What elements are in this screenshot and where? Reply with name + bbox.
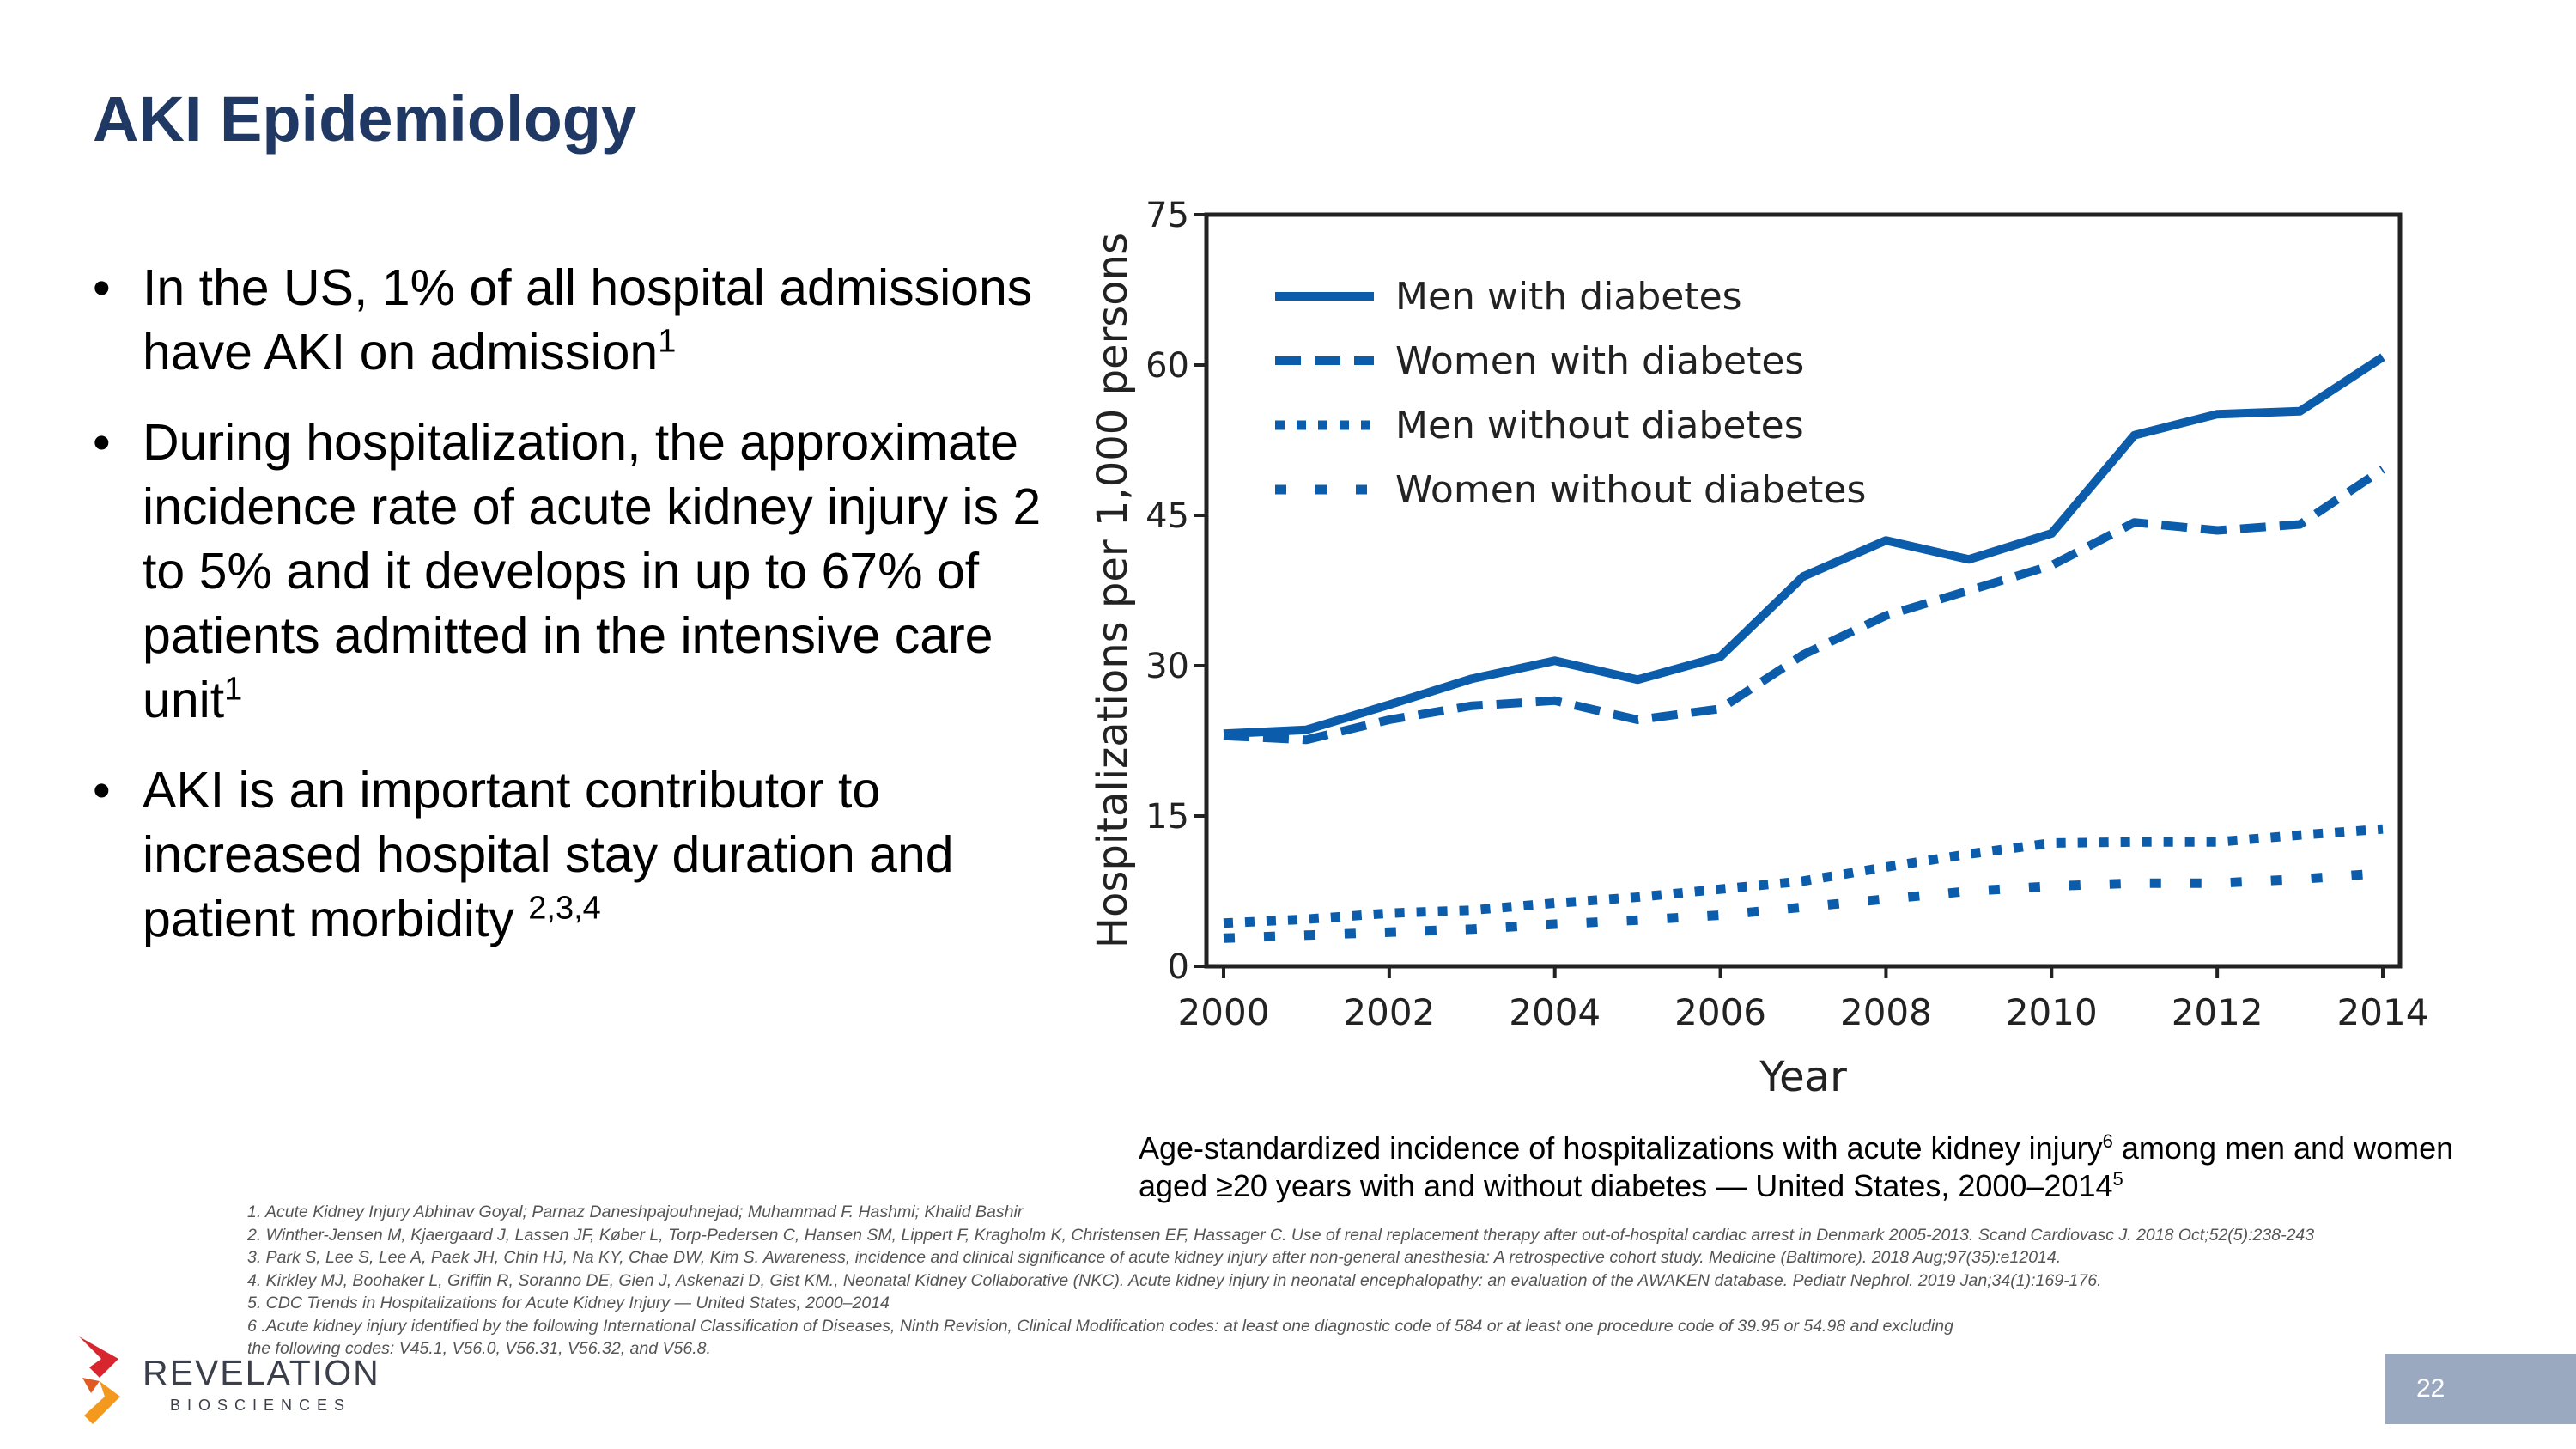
reference-item: 2. Winther-Jensen M, Kjaergaard J, Lasse… [247, 1225, 2315, 1245]
x-tick-label: 2004 [1509, 991, 1601, 1033]
x-tick-label: 2008 [1840, 991, 1932, 1033]
logo-name: REVELATION [143, 1353, 380, 1392]
legend-label: Men with diabetes [1395, 275, 1742, 319]
revelation-logo-icon [79, 1336, 120, 1424]
x-tick-label: 2000 [1178, 991, 1270, 1033]
y-tick-label: 15 [1145, 797, 1189, 837]
company-logo: REVELATION BIOSCIENCES [74, 1333, 383, 1428]
legend-label: Women with diabetes [1395, 339, 1804, 383]
legend-label: Women without diabetes [1395, 468, 1866, 512]
reference-item: 4. Kirkley MJ, Boohaker L, Griffin R, So… [247, 1270, 2102, 1290]
plot-frame [1204, 212, 2403, 969]
bullet-text: During hospitalization, the approximate … [143, 414, 1042, 728]
bullet-citation: 1 [658, 323, 677, 360]
bullet-text: In the US, 1% of all hospital admissions… [143, 259, 1033, 381]
x-tick-label: 2006 [1674, 991, 1766, 1033]
reference-item: 5. CDC Trends in Hospitalizations for Ac… [247, 1294, 890, 1312]
slide-title: AKI Epidemiology [93, 83, 637, 155]
reference-item: 3. Park S, Lee S, Lee A, Paek JH, Chin H… [247, 1248, 2062, 1267]
chart-caption: Age-standardized incidence of hospitaliz… [1139, 1129, 2512, 1205]
y-tick-label: 75 [1145, 196, 1189, 235]
series-line-3 [1223, 824, 2384, 928]
y-tick-label: 0 [1168, 947, 1189, 987]
caption-text-part2: among men and women aged ≥20 years with … [1139, 1130, 2454, 1203]
reference-item: 6 .Acute kidney injury identified by the… [247, 1316, 1953, 1336]
bullet-list: • In the US, 1% of all hospital admission… [93, 256, 1072, 977]
x-tick-label: 2010 [2006, 991, 2098, 1033]
series-line-2 [1223, 466, 2385, 745]
bullet-item: • During hospitalization, the approximate… [93, 411, 1072, 733]
caption-citation-1: 6 [2102, 1130, 2113, 1152]
bullet-dot: • [93, 762, 111, 819]
bullet-citation: 1 [224, 671, 243, 708]
y-tick-label: 45 [1145, 496, 1189, 536]
series-line-1 [1223, 353, 2385, 739]
bullet-dot: • [93, 414, 111, 471]
y-tick-label: 30 [1145, 647, 1189, 686]
reference-item: 1. Acute Kidney Injury Abhinav Goyal; Pa… [247, 1202, 1024, 1221]
hospitalization-line-chart: 0 15 30 45 60 75 2000 2002 2004 2006 2008 2010 2012 2… [1089, 196, 2429, 1101]
bullet-citation: 2,3,4 [528, 890, 601, 927]
x-tick-label: 2014 [2337, 991, 2429, 1033]
logo-subtitle: BIOSCIENCES [170, 1397, 352, 1414]
x-tick-label: 2012 [2172, 991, 2263, 1033]
bullet-dot: • [93, 259, 111, 316]
bullet-text: AKI is an important contributor to incre… [143, 762, 954, 947]
legend-label: Men without diabetes [1395, 404, 1804, 447]
caption-citation-2: 5 [2112, 1168, 2123, 1190]
caption-text-part1: Age-standardized incidence of hospitaliz… [1139, 1130, 2103, 1166]
y-tick-label: 60 [1145, 346, 1189, 386]
x-axis-label: Year [1759, 1053, 1847, 1101]
references: 1. Acute Kidney Injury Abhinav Goyal; Pa… [247, 1201, 2576, 1361]
x-tick-label: 2002 [1343, 991, 1435, 1033]
page-number: 22 [2385, 1354, 2576, 1424]
y-axis-label: Hospitalizations per 1,000 persons [1089, 233, 1137, 948]
bullet-item: • AKI is an important contributor to incr… [93, 758, 1072, 952]
reference-item: the following codes: V45.1, V56.0, V56.3… [247, 1339, 711, 1358]
bullet-item: • In the US, 1% of all hospital admission… [93, 256, 1072, 385]
